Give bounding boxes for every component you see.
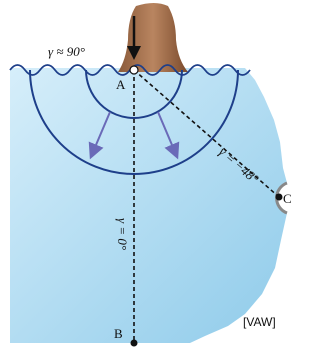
water-body xyxy=(10,68,287,343)
label-a: A xyxy=(116,77,126,92)
label-gamma-vertical: γ = 0° xyxy=(115,218,130,250)
label-b: B xyxy=(114,326,123,341)
page: γ ≈ 90° A γ = 0° γ = −48° C B [VAW] (() … xyxy=(0,0,320,349)
diagram: γ ≈ 90° A γ = 0° γ = −48° C B [VAW] xyxy=(0,0,293,349)
label-gamma-top: γ ≈ 90° xyxy=(48,44,85,59)
credit: [VAW] xyxy=(243,315,276,329)
label-c: C xyxy=(283,191,292,206)
point-b xyxy=(131,340,138,347)
point-c xyxy=(276,194,283,201)
point-a xyxy=(130,66,138,74)
rock xyxy=(118,3,188,72)
